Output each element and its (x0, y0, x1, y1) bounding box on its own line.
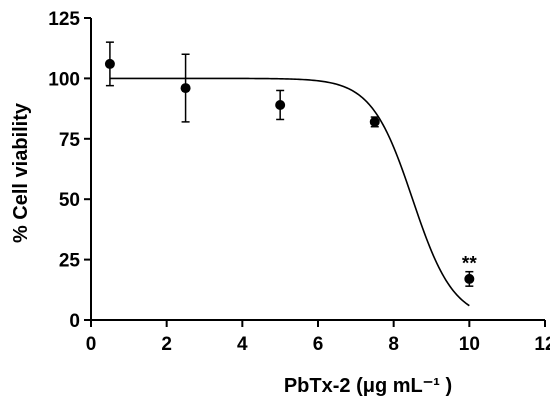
y-tick-label: 75 (59, 130, 81, 151)
data-point (180, 53, 191, 123)
x-tick-label: 6 (313, 334, 324, 355)
x-tick-label: 2 (161, 334, 172, 355)
y-tick-label: 0 (69, 311, 80, 332)
y-tick-label: 125 (48, 9, 80, 30)
x-axis-title: PbTx-2 (μg mL⁻¹ ) (284, 375, 452, 397)
data-point (464, 270, 475, 287)
annotations: ** (462, 253, 477, 274)
data-point (104, 41, 115, 87)
data-points (104, 41, 475, 287)
x-tick-label: 12 (534, 334, 550, 355)
point-marker (464, 273, 475, 284)
point-marker (180, 83, 191, 94)
x-tick-label: 4 (237, 334, 248, 355)
point-marker (369, 116, 380, 127)
significance-annotation: ** (462, 253, 477, 274)
y-axis-title: % Cell viability (10, 102, 32, 243)
y-tick-label: 50 (59, 190, 80, 211)
y-axis: 0 25 50 75 100 125 (48, 9, 92, 332)
y-tick-label: 100 (48, 69, 80, 90)
data-point (369, 116, 380, 128)
point-marker (275, 99, 286, 110)
x-tick-label: 8 (388, 334, 399, 355)
point-marker (104, 58, 115, 69)
x-tick-label: 10 (459, 334, 480, 355)
y-tick-label: 25 (59, 251, 81, 272)
data-point (275, 89, 286, 121)
fit-curve (109, 77, 470, 307)
x-axis: 0 2 4 6 8 10 12 (86, 319, 550, 355)
x-tick-label: 0 (86, 334, 97, 355)
